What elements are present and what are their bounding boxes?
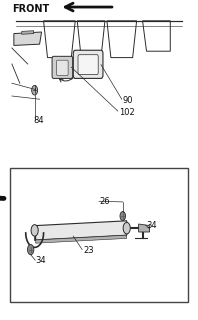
- Circle shape: [32, 85, 38, 95]
- FancyBboxPatch shape: [52, 56, 73, 78]
- Text: 102: 102: [119, 108, 135, 117]
- Polygon shape: [14, 32, 42, 45]
- Text: 34: 34: [147, 221, 157, 230]
- Circle shape: [120, 212, 126, 220]
- Text: 84: 84: [34, 116, 44, 125]
- Circle shape: [28, 244, 34, 255]
- Circle shape: [123, 222, 130, 234]
- Bar: [10, 168, 188, 302]
- Polygon shape: [36, 235, 127, 243]
- Text: 23: 23: [83, 246, 94, 255]
- FancyBboxPatch shape: [73, 50, 103, 78]
- Text: 90: 90: [123, 96, 133, 105]
- Text: 26: 26: [99, 197, 110, 206]
- Polygon shape: [22, 31, 34, 34]
- Text: FRONT: FRONT: [12, 4, 49, 14]
- FancyBboxPatch shape: [57, 60, 68, 76]
- Text: 34: 34: [36, 256, 46, 265]
- FancyBboxPatch shape: [78, 55, 98, 75]
- Polygon shape: [139, 224, 149, 232]
- Polygon shape: [36, 221, 127, 240]
- Circle shape: [31, 225, 38, 236]
